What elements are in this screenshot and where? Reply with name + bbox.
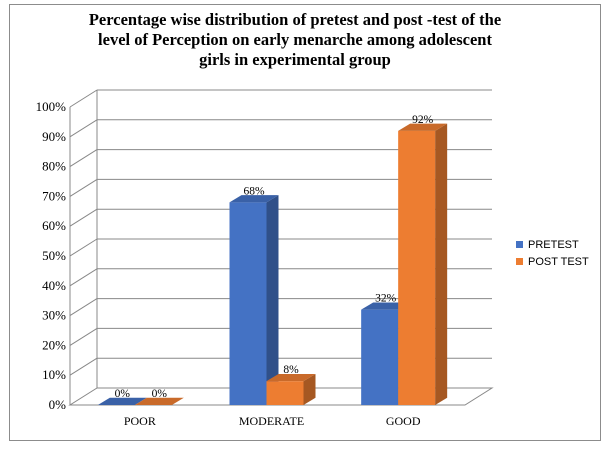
chart-legend: PRETEST POST TEST — [516, 236, 589, 270]
chart-title-line-3: girls in experimental group — [199, 50, 391, 69]
bar-top-pretest-good — [361, 302, 411, 310]
bar-top-post-test-poor — [134, 397, 184, 405]
bar-side-post-test-moderate — [303, 373, 316, 405]
bar-top-post-test-good — [398, 123, 448, 131]
y-tick-label: 20% — [42, 337, 66, 352]
gridline-diagonal — [69, 298, 98, 317]
y-tick-label: 90% — [42, 129, 66, 144]
gridline-diagonal — [69, 178, 98, 197]
y-tick-label: 100% — [36, 99, 67, 114]
gridline-diagonal — [69, 268, 98, 287]
y-tick-label: 0% — [49, 397, 67, 412]
data-label-post-test-good: 92% — [412, 114, 434, 126]
legend-item-pretest: PRETEST — [516, 236, 589, 253]
y-tick-label: 70% — [42, 188, 66, 203]
bar-side-pretest-moderate — [266, 195, 279, 405]
legend-label-post-test: POST TEST — [528, 255, 589, 268]
chart-frame — [9, 4, 601, 441]
gridline-diagonal — [69, 89, 98, 108]
gridline-diagonal — [69, 327, 98, 346]
legend-swatch-pretest — [516, 241, 523, 248]
data-label-post-test-moderate: 8% — [283, 364, 299, 376]
x-tick-label-good: GOOD — [386, 414, 421, 428]
bar-post-test-moderate — [266, 381, 304, 405]
bar-top-pretest-poor — [97, 397, 147, 405]
chart-title: Percentage wise distribution of pretest … — [60, 10, 530, 70]
y-tick-label: 30% — [42, 308, 66, 323]
bar-pretest-good — [361, 309, 399, 405]
chart-title-line-1: Percentage wise distribution of pretest … — [88, 10, 502, 29]
data-label-pretest-poor: 0% — [115, 388, 131, 400]
gridline-diagonal — [69, 238, 98, 257]
y-tick-label: 40% — [42, 278, 66, 293]
legend-item-post-test: POST TEST — [516, 253, 589, 270]
gridline-diagonal — [69, 149, 98, 168]
gridline-diagonal — [69, 208, 98, 227]
legend-swatch-post-test — [516, 258, 523, 265]
gridline-diagonal — [69, 357, 98, 376]
bar-top-pretest-moderate — [229, 195, 279, 203]
y-tick-label: 50% — [42, 248, 66, 263]
bar-side-post-test-good — [435, 123, 448, 405]
data-label-post-test-poor: 0% — [152, 388, 168, 400]
x-tick-label-moderate: MODERATE — [239, 414, 304, 428]
legend-label-pretest: PRETEST — [528, 238, 579, 251]
x-tick-label-poor: POOR — [124, 414, 156, 428]
chart-title-line-2: level of Perception on early menarche am… — [98, 30, 492, 49]
y-tick-label: 80% — [42, 159, 66, 174]
bar-pretest-moderate — [229, 202, 267, 405]
y-tick-label: 10% — [42, 367, 66, 382]
bar-top-post-test-moderate — [266, 373, 316, 382]
gridline-diagonal — [69, 119, 98, 138]
data-label-pretest-good: 32% — [375, 293, 397, 305]
y-tick-label: 60% — [42, 218, 66, 233]
data-label-pretest-moderate: 68% — [243, 185, 265, 197]
bar-post-test-good — [398, 130, 436, 405]
